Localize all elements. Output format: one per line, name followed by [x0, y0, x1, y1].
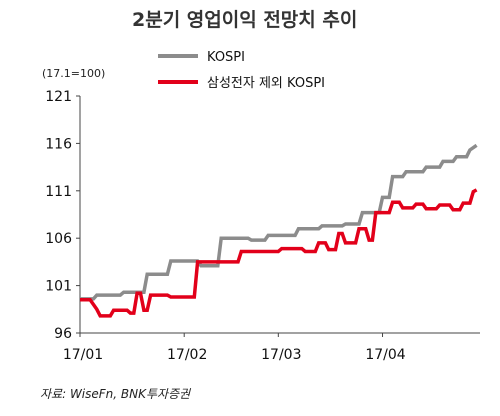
x-tick-label: 17/03 — [261, 347, 301, 363]
y-tick-label: 101 — [45, 279, 72, 295]
y-tick-label: 121 — [45, 89, 72, 105]
legend-label-kospi: KOSPI — [207, 50, 245, 65]
chart-title: 2분기 영업이익 전망치 추이 — [132, 9, 357, 31]
series-lines — [80, 143, 478, 318]
x-tick-label: 17/04 — [365, 347, 405, 363]
unit-label: (17.1=100) — [42, 67, 105, 80]
y-tick-label: 106 — [45, 231, 72, 247]
legend: KOSPI 삼성전자 제외 KOSPI — [158, 50, 325, 91]
x-tick-label: 17/01 — [63, 347, 103, 363]
y-tick-label: 96 — [54, 326, 72, 342]
series-line-ex-samsung — [80, 188, 478, 318]
y-tick-label: 111 — [45, 184, 72, 200]
y-tick-label: 116 — [45, 136, 72, 152]
series-line-kospi — [80, 143, 478, 301]
y-ticks: 121 116 111 106 101 96 — [45, 89, 80, 342]
source-note: 자료: WiseFn, BNK투자증권 — [40, 387, 192, 401]
legend-label-ex-samsung: 삼성전자 제외 KOSPI — [207, 76, 325, 91]
axes — [79, 96, 480, 334]
x-ticks: 17/01 17/02 17/03 17/04 — [63, 333, 406, 363]
x-tick-label: 17/02 — [167, 347, 207, 363]
